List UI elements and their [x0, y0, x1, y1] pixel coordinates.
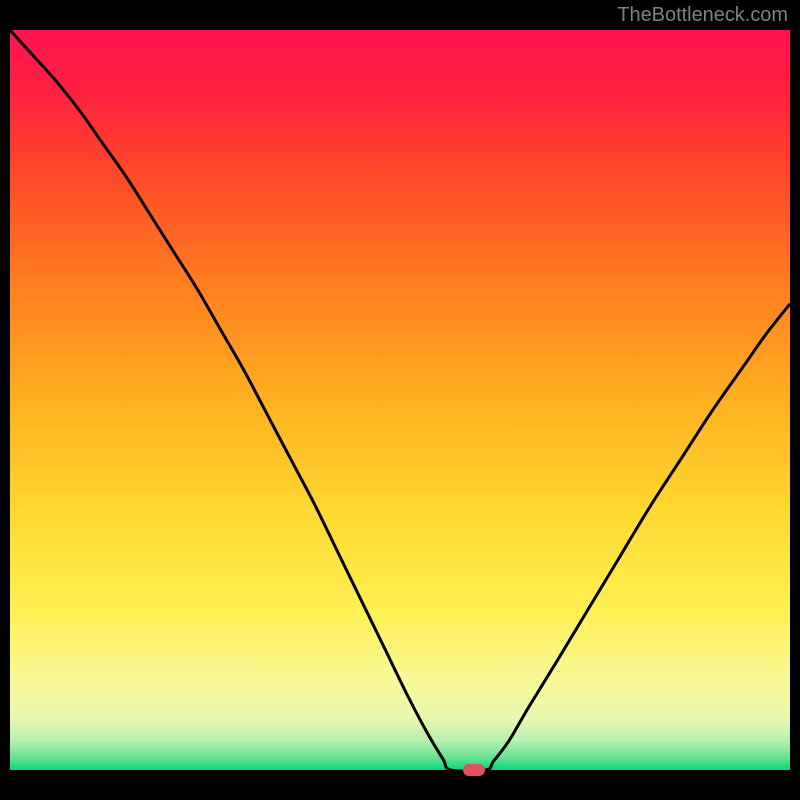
plot-area — [10, 30, 790, 770]
bottleneck-curve — [10, 30, 790, 770]
optimum-marker — [463, 764, 485, 776]
watermark: TheBottleneck.com — [617, 4, 788, 27]
